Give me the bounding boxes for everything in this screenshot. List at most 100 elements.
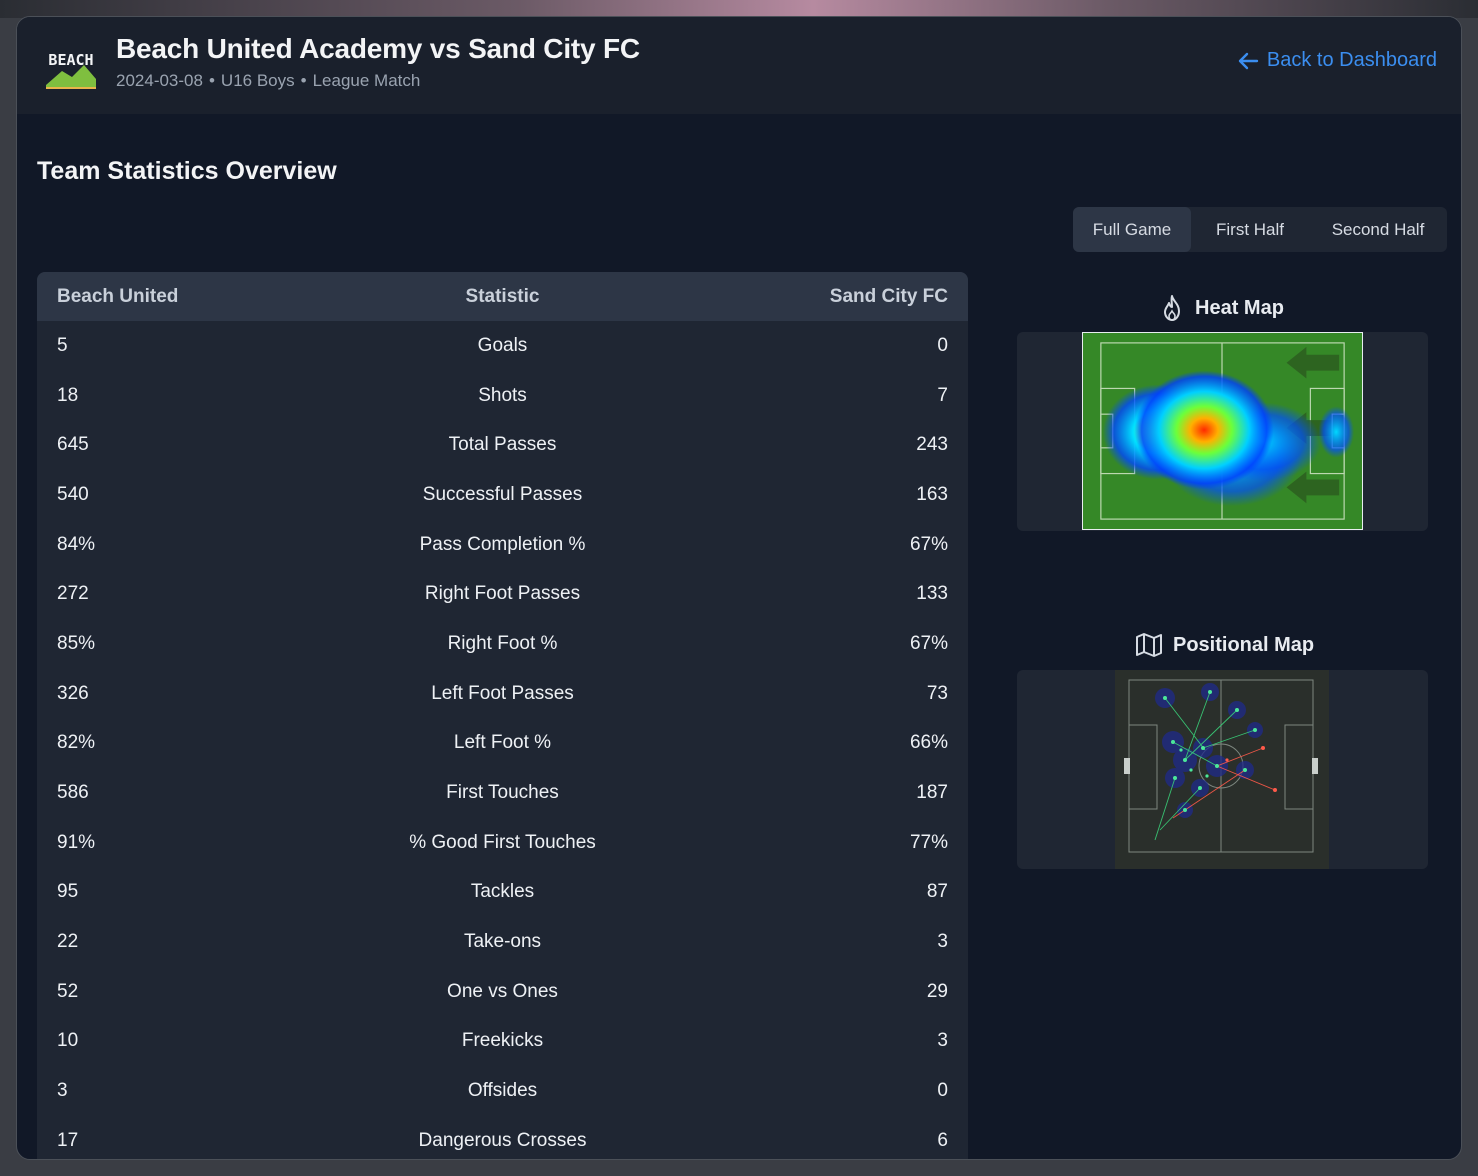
away-value: 6 <box>937 1129 948 1151</box>
table-row: 85% Right Foot % 67% <box>37 619 968 669</box>
positional-map-image[interactable] <box>1115 670 1329 869</box>
table-row: 91% % Good First Touches 77% <box>37 818 968 868</box>
arrow-left-icon <box>1238 52 1259 69</box>
section-title: Team Statistics Overview <box>37 157 337 185</box>
tab-full-game[interactable]: Full Game <box>1073 207 1191 252</box>
window-top-glow <box>0 0 1478 18</box>
table-row: 10 Freekicks 3 <box>37 1017 968 1067</box>
away-value: 3 <box>937 1030 948 1052</box>
away-value: 67% <box>909 632 948 654</box>
home-value: 645 <box>57 434 89 456</box>
stat-name: One vs Ones <box>447 980 558 1002</box>
home-value: 82% <box>57 732 96 754</box>
away-value: 66% <box>909 732 948 754</box>
table-row: 272 Right Foot Passes 133 <box>37 569 968 619</box>
table-row: 3 Offsides 0 <box>37 1066 968 1116</box>
table-row: 645 Total Passes 243 <box>37 420 968 470</box>
page-header: BEACH Beach United Academy vs Sand City … <box>17 17 1461 114</box>
away-value: 0 <box>937 1080 948 1102</box>
header-statistic: Statistic <box>465 285 540 307</box>
home-value: 52 <box>57 980 79 1002</box>
away-value: 77% <box>909 831 948 853</box>
away-value: 163 <box>916 483 948 505</box>
home-value: 10 <box>57 1030 79 1052</box>
flame-icon <box>1164 295 1180 321</box>
home-value: 17 <box>57 1129 79 1151</box>
logo-text: BEACH <box>48 51 93 69</box>
separator-dot: • <box>300 71 307 90</box>
away-value: 243 <box>916 434 948 456</box>
away-value: 187 <box>916 782 948 804</box>
page-title: Beach United Academy vs Sand City FC <box>116 33 640 64</box>
tab-first-half[interactable]: First Half <box>1216 220 1284 239</box>
home-value: 5 <box>57 334 68 356</box>
positional-map-title: Positional Map <box>1135 632 1314 658</box>
positional-map-card <box>1017 670 1428 869</box>
stat-name: Right Foot % <box>447 632 558 654</box>
stat-name: Tackles <box>470 881 535 903</box>
away-value: 133 <box>916 583 948 605</box>
beach-logo: BEACH <box>46 51 96 89</box>
table-row: 326 Left Foot Passes 73 <box>37 669 968 719</box>
heat-map-title: Heat Map <box>1159 294 1284 322</box>
match-date: 2024-03-08 <box>116 71 203 90</box>
stat-name: Take-ons <box>463 931 542 953</box>
header-beach-united: Beach United <box>57 285 179 307</box>
stat-name: Offsides <box>467 1080 538 1102</box>
tab-second-half[interactable]: Second Half <box>1331 220 1425 239</box>
match-type: League Match <box>312 71 421 90</box>
table-row: 95 Tackles 87 <box>37 868 968 918</box>
stat-name: Left Foot Passes <box>431 682 574 704</box>
home-value: 22 <box>57 931 79 953</box>
stat-name: % Good First Touches <box>409 831 596 853</box>
away-value: 3 <box>937 931 948 953</box>
away-value: 29 <box>926 980 948 1002</box>
table-row: 22 Take-ons 3 <box>37 917 968 967</box>
away-value: 87 <box>926 881 948 903</box>
table-row: 17 Dangerous Crosses 6 <box>37 1116 968 1159</box>
stat-name: Freekicks <box>461 1030 544 1052</box>
table-row: 52 One vs Ones 29 <box>37 967 968 1017</box>
home-value: 95 <box>57 881 79 903</box>
stat-name: Goals <box>477 334 528 356</box>
stat-name: Left Foot % <box>453 732 552 754</box>
home-value: 586 <box>57 782 89 804</box>
map-icon <box>1136 633 1162 657</box>
team-stats-table: Beach United Statistic Sand City FC 5 Goa… <box>37 272 968 1159</box>
heat-map-card <box>1017 332 1428 531</box>
stat-name: Right Foot Passes <box>424 583 581 605</box>
home-value: 272 <box>57 583 89 605</box>
heat-map-image[interactable] <box>1082 332 1363 530</box>
match-category: U16 Boys <box>220 71 295 90</box>
period-tabs: Full Game First Half Second Half <box>1073 207 1447 252</box>
home-value: 326 <box>57 682 89 704</box>
separator-dot: • <box>208 71 215 90</box>
away-value: 7 <box>937 384 948 406</box>
stat-name: Successful Passes <box>422 483 583 505</box>
stat-name: Shots <box>478 384 527 406</box>
away-value: 67% <box>909 533 948 555</box>
home-value: 91% <box>57 831 96 853</box>
stat-name: Dangerous Crosses <box>418 1129 587 1151</box>
away-value: 73 <box>926 682 948 704</box>
home-value: 84% <box>57 533 96 555</box>
away-value: 0 <box>937 334 948 356</box>
home-value: 85% <box>57 632 96 654</box>
positional-map-label: Positional Map <box>1173 633 1315 656</box>
table-row: 540 Successful Passes 163 <box>37 470 968 520</box>
back-to-dashboard-link[interactable]: Back to Dashboard <box>1237 49 1437 72</box>
stat-name: First Touches <box>446 782 559 804</box>
table-row: 5 Goals 0 <box>37 321 968 371</box>
app-window: BEACH Beach United Academy vs Sand City … <box>16 16 1462 1160</box>
home-value: 3 <box>57 1080 68 1102</box>
back-label: Back to Dashboard <box>1266 49 1437 71</box>
match-meta: 2024-03-08 • U16 Boys • League Match <box>116 71 420 91</box>
header-sand-city: Sand City FC <box>829 285 948 307</box>
home-value: 540 <box>57 483 89 505</box>
heat-map-label: Heat Map <box>1195 296 1284 319</box>
stat-name: Total Passes <box>448 434 557 456</box>
home-value: 18 <box>57 384 79 406</box>
table-row: 82% Left Foot % 66% <box>37 719 968 769</box>
table-row: 84% Pass Completion % 67% <box>37 520 968 570</box>
table-row: 586 First Touches 187 <box>37 768 968 818</box>
